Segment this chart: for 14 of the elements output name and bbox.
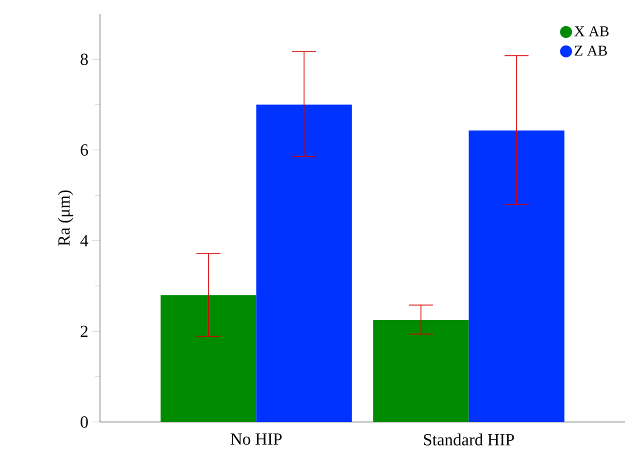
legend-label: X AB bbox=[574, 26, 609, 36]
bar bbox=[468, 130, 564, 422]
y-tick-label: 2 bbox=[80, 326, 88, 337]
y-tick-label: 0 bbox=[80, 416, 88, 428]
x-tick-label: Standard HIP bbox=[424, 434, 514, 446]
y-tick-label: 6 bbox=[80, 144, 88, 156]
y-tick-label: 4 bbox=[80, 235, 88, 246]
bar bbox=[160, 295, 256, 422]
y-tick-label: 8 bbox=[80, 54, 88, 66]
bar bbox=[373, 320, 469, 422]
x-tick-label: No HIP bbox=[230, 434, 282, 445]
bar bbox=[256, 104, 352, 422]
legend-label: Z AB bbox=[574, 46, 607, 56]
y-axis-title: Ra (μm) bbox=[58, 190, 74, 246]
